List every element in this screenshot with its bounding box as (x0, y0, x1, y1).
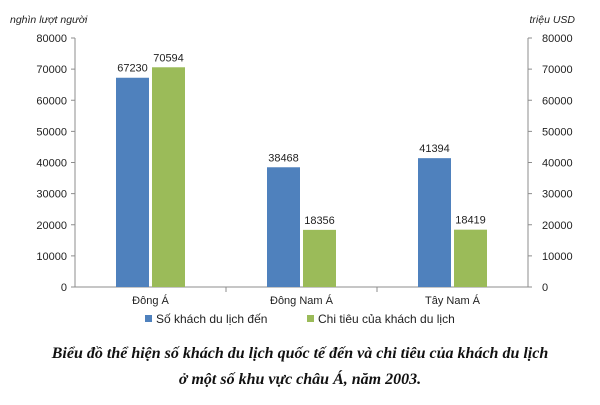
category-label: Tây Nam Á (425, 294, 481, 307)
chart-caption-line-1: Biểu đồ thể hiện số khách du lịch quốc t… (51, 345, 549, 362)
data-label: 38468 (268, 152, 299, 164)
legend-label: Số khách du lịch đến (156, 312, 267, 326)
bar (152, 67, 185, 287)
bar-chart: nghìn lượt người triệu USD 80000 80000 70000… (10, 14, 575, 326)
axes: nghìn lượt người triệu USD 80000 80000 70000… (10, 14, 575, 294)
bars (116, 67, 487, 287)
left-axis-unit-label: nghìn lượt người (10, 14, 88, 26)
bar (116, 77, 149, 287)
data-label: 41394 (419, 143, 450, 155)
left-tick-label: 10000 (36, 251, 67, 263)
data-label: 67230 (117, 63, 148, 75)
right-tick-label: 30000 (542, 189, 573, 201)
right-tick-label: 0 (542, 282, 548, 294)
category-label: Đông Nam Á (270, 294, 334, 307)
left-tick-label: 60000 (36, 95, 67, 107)
chart-caption-line-2: ở một số khu vực châu Á, năm 2003. (178, 371, 422, 388)
right-axis-unit-label: triệu USD (529, 14, 575, 26)
right-tick-label: 20000 (542, 220, 573, 232)
bar (303, 229, 336, 287)
category-label: Đông Á (132, 294, 169, 307)
legend-label: Chi tiêu của khách du lịch (318, 312, 455, 326)
left-tick-label: 30000 (36, 189, 67, 201)
right-tick-label: 50000 (542, 126, 573, 138)
labels: Đông Á 67230 70594 Đông Nam Á 38468 18356 Tây … (117, 52, 486, 307)
left-tick-label: 70000 (36, 64, 67, 76)
right-tick-label: 70000 (542, 64, 573, 76)
left-tick-label: 50000 (36, 126, 67, 138)
bar (454, 229, 487, 287)
right-tick-label: 10000 (542, 251, 573, 263)
legend-swatch (145, 315, 152, 322)
bar (267, 167, 300, 287)
left-tick-label: 80000 (36, 33, 67, 45)
left-tick-label: 40000 (36, 158, 67, 170)
data-label: 18419 (455, 215, 486, 227)
right-tick-label: 80000 (542, 33, 573, 45)
data-label: 18356 (304, 215, 335, 227)
right-tick-label: 40000 (542, 158, 573, 170)
data-label: 70594 (153, 52, 184, 64)
legend: Số khách du lịch đến Chi tiêu của khách d… (145, 312, 455, 326)
right-tick-label: 60000 (542, 95, 573, 107)
left-tick-label: 0 (61, 282, 67, 294)
bar (418, 158, 451, 287)
legend-swatch (307, 315, 314, 322)
left-tick-label: 20000 (36, 220, 67, 232)
